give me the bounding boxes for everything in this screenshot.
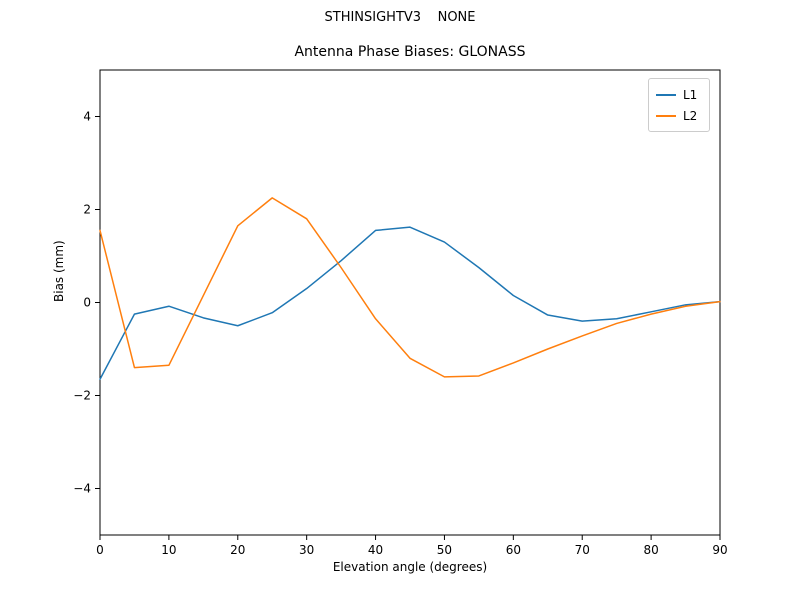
legend-label: L1 [683, 87, 698, 102]
x-tick-label: 0 [96, 543, 104, 557]
series-line-l1 [99, 226, 721, 380]
y-tick-label: −2 [73, 389, 91, 403]
x-tick-label: 60 [506, 543, 521, 557]
legend: L1 L2 [648, 78, 710, 132]
x-tick-label: 40 [368, 543, 383, 557]
legend-item-l2: L2 [656, 105, 701, 126]
x-axis-label: Elevation angle (degrees) [332, 560, 488, 574]
y-tick-label: 4 [83, 110, 91, 124]
x-tick-label: 90 [712, 543, 727, 557]
x-tick-label: 30 [299, 543, 314, 557]
axes-title: Antenna Phase Biases: GLONASS [294, 44, 526, 60]
series-line-l2 [99, 197, 721, 378]
legend-item-l1: L1 [656, 84, 701, 105]
x-tick-label: 70 [575, 543, 590, 557]
y-tick-label: 2 [83, 203, 91, 217]
figure-title: STHINSIGHTV3 NONE [324, 10, 476, 25]
legend-label: L2 [683, 108, 698, 123]
legend-swatch [656, 114, 676, 117]
legend-swatch [656, 93, 676, 96]
plot-frame [99, 69, 721, 536]
x-tick-label: 20 [230, 543, 245, 557]
x-tick-label: 50 [437, 543, 452, 557]
x-tick-label: 80 [643, 543, 658, 557]
y-tick-label: 0 [83, 296, 91, 310]
x-tick-label: 10 [161, 543, 176, 557]
y-tick-label: −4 [73, 482, 91, 496]
